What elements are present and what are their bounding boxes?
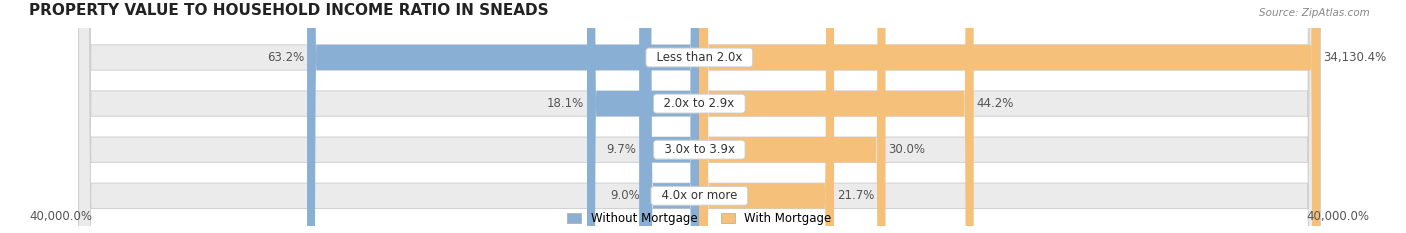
Text: 21.7%: 21.7% — [837, 189, 875, 202]
Text: 40,000.0%: 40,000.0% — [30, 209, 91, 223]
Text: Source: ZipAtlas.com: Source: ZipAtlas.com — [1258, 8, 1369, 18]
Text: Less than 2.0x: Less than 2.0x — [650, 51, 749, 64]
FancyBboxPatch shape — [586, 0, 699, 233]
FancyBboxPatch shape — [699, 0, 886, 233]
Text: 44.2%: 44.2% — [977, 97, 1014, 110]
Legend: Without Mortgage, With Mortgage: Without Mortgage, With Mortgage — [562, 207, 837, 230]
FancyBboxPatch shape — [699, 0, 834, 233]
Text: 2.0x to 2.9x: 2.0x to 2.9x — [657, 97, 742, 110]
FancyBboxPatch shape — [699, 0, 974, 233]
Text: PROPERTY VALUE TO HOUSEHOLD INCOME RATIO IN SNEADS: PROPERTY VALUE TO HOUSEHOLD INCOME RATIO… — [30, 3, 548, 18]
Text: 9.7%: 9.7% — [606, 143, 636, 156]
FancyBboxPatch shape — [79, 0, 1320, 233]
FancyBboxPatch shape — [644, 0, 699, 233]
FancyBboxPatch shape — [307, 0, 699, 233]
FancyBboxPatch shape — [79, 0, 1320, 233]
Text: 3.0x to 3.9x: 3.0x to 3.9x — [657, 143, 742, 156]
FancyBboxPatch shape — [79, 0, 1320, 233]
FancyBboxPatch shape — [79, 0, 1320, 233]
Text: 63.2%: 63.2% — [267, 51, 304, 64]
FancyBboxPatch shape — [640, 0, 699, 233]
Text: 34,130.4%: 34,130.4% — [1323, 51, 1386, 64]
Text: 18.1%: 18.1% — [547, 97, 583, 110]
Text: 40,000.0%: 40,000.0% — [1306, 209, 1369, 223]
Text: 9.0%: 9.0% — [610, 189, 640, 202]
Text: 30.0%: 30.0% — [889, 143, 925, 156]
FancyBboxPatch shape — [699, 0, 1320, 233]
Text: 4.0x or more: 4.0x or more — [654, 189, 745, 202]
